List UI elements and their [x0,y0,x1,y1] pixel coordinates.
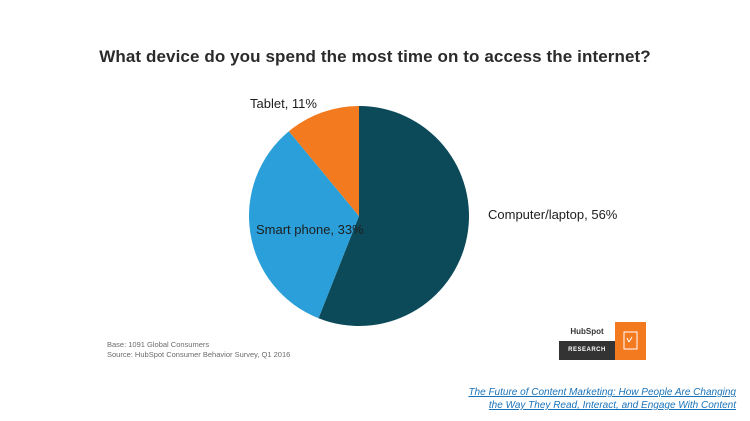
pie-chart [249,106,469,326]
base-note: Base: 1091 Global Consumers [107,340,210,349]
brand-name: HubSpot [570,327,604,336]
hubspot-research-logo: HubSpot RESEARCH [559,322,646,360]
document-icon [615,322,646,360]
label-smart-phone: Smart phone, 33% [256,222,364,237]
caption-line-2[interactable]: the Way They Read, Interact, and Engage … [488,400,736,411]
chart-card: What device do you spend the most time o… [99,47,651,360]
source-link[interactable]: The Future of Content Marketing: How Peo… [416,386,736,412]
caption-line-1[interactable]: The Future of Content Marketing: How Peo… [468,387,736,398]
chart-footnote: Base: 1091 Global Consumers Source: HubS… [107,340,290,360]
pie-slice-1 [249,131,359,319]
pie-slice-0 [318,106,469,326]
research-label: RESEARCH [559,341,615,360]
label-tablet: Tablet, 11% [250,96,317,111]
source-note: Source: HubSpot Consumer Behavior Survey… [107,350,291,359]
label-computer-laptop: Computer/laptop, 56% [488,207,618,222]
pie-slice-2 [288,106,359,216]
chart-title: What device do you spend the most time o… [99,47,651,66]
